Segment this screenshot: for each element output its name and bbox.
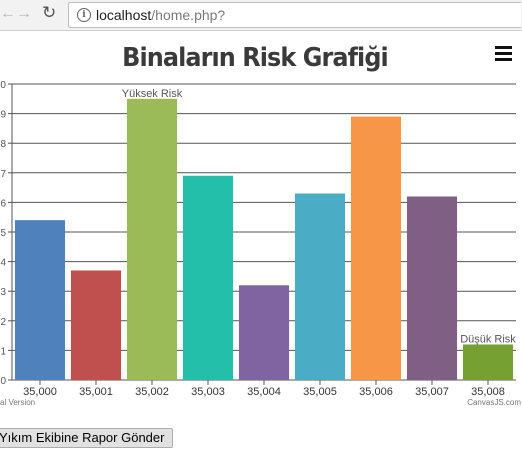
y-tick-label: 9 — [0, 110, 6, 121]
bar — [406, 196, 458, 380]
bar — [182, 175, 234, 380]
info-icon[interactable]: i — [77, 8, 91, 22]
bar — [350, 116, 402, 380]
y-tick-label: 8 — [0, 139, 6, 150]
trial-version-credit: al Version — [0, 398, 36, 407]
browser-toolbar: ← → ↻ i localhost/home.php? — [0, 0, 522, 31]
url-host: localhost — [96, 7, 152, 23]
y-tick-label: 0 — [0, 376, 6, 387]
bar — [14, 220, 66, 380]
x-tick-label: 35,001 — [79, 386, 113, 398]
data-label: Yüksek Risk — [122, 88, 183, 100]
y-tick-label: 4 — [0, 258, 6, 269]
arrow-right-icon[interactable]: → — [16, 5, 32, 22]
y-tick-label: 6 — [0, 198, 6, 209]
bar — [70, 270, 122, 380]
y-tick-label: 3 — [0, 287, 6, 298]
y-tick-label: 10 — [0, 80, 6, 91]
y-tick-label: 5 — [0, 228, 6, 239]
x-tick-label: 35,002 — [135, 386, 169, 398]
bar — [238, 285, 290, 380]
x-tick-label: 35,000 — [23, 386, 57, 398]
url-path: /home.php? — [151, 7, 226, 23]
y-tick-label: 2 — [0, 317, 6, 328]
chart-title: Binaların Risk Grafiği — [122, 43, 389, 73]
x-tick-label: 35,004 — [247, 386, 281, 398]
data-label: Düşük Risk — [460, 333, 516, 345]
canvasjs-credit[interactable]: CanvasJS.com — [467, 398, 521, 407]
x-tick-label: 35,003 — [191, 386, 225, 398]
x-tick-label: 35,007 — [415, 386, 449, 398]
arrow-left-icon[interactable]: ← — [0, 5, 16, 22]
url-text[interactable]: localhost/home.php? — [96, 7, 225, 23]
y-tick-label: 7 — [0, 169, 6, 180]
x-tick-label: 35,005 — [303, 386, 337, 398]
y-tick-label: 1 — [0, 346, 6, 357]
x-tick-label: 35,006 — [359, 386, 393, 398]
send-report-button[interactable]: Yıkım Ekibine Rapor Gönder — [0, 428, 174, 448]
bar — [462, 344, 514, 380]
address-bar[interactable]: i localhost/home.php? — [68, 2, 521, 28]
bar — [294, 193, 346, 380]
risk-bar-chart: 0 1 2 3 4 5 6 7 8 9 10 35,000 35,001 35,002 Yüksek Ris… — [0, 80, 516, 398]
hamburger-menu-icon[interactable] — [495, 46, 512, 61]
reload-icon[interactable]: ↻ — [42, 3, 57, 22]
x-tick-label: 35,008 — [471, 386, 505, 398]
bar — [126, 98, 178, 381]
